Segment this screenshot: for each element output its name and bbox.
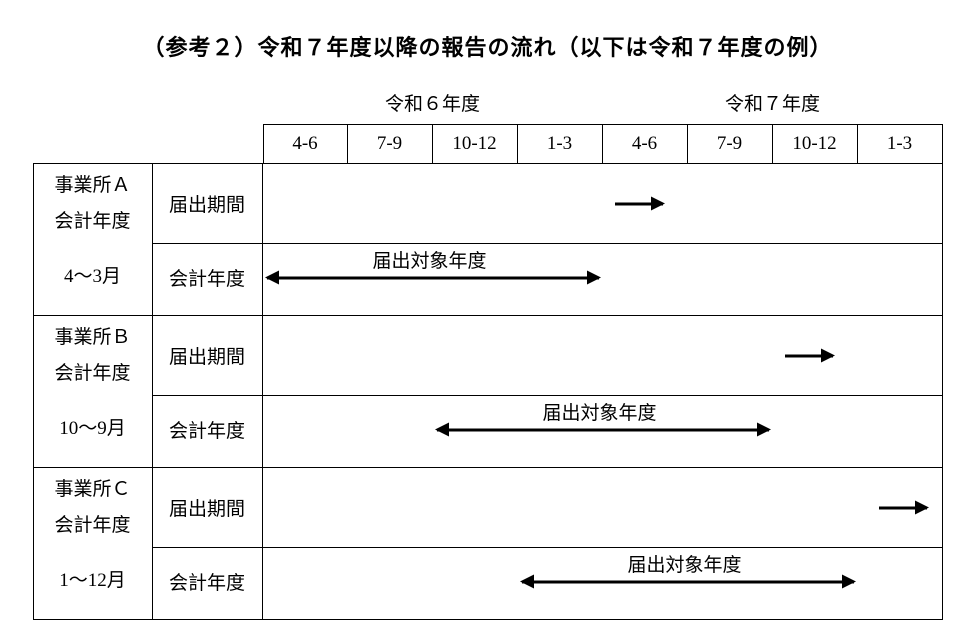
row-label-fy: 会計年度 [153, 544, 263, 620]
period-header-row: 4-6 7-9 10-12 1-3 4-6 7-9 10-12 1-3 [33, 124, 943, 164]
period-col: 10-12 [773, 124, 858, 164]
period-col: 10-12 [433, 124, 518, 164]
fy-span-arrow [437, 428, 769, 431]
row-label-fy: 会計年度 [153, 240, 263, 316]
row-label-filing: 届出期間 [153, 468, 263, 548]
fy-span-label: 届出対象年度 [543, 398, 657, 425]
filing-arrow [615, 202, 663, 205]
row-label-fy: 会計年度 [153, 392, 263, 468]
filing-arrow-cell [263, 164, 943, 244]
row-label-filing: 届出期間 [153, 164, 263, 244]
fy-span-cell: 届出対象年度 [263, 240, 943, 316]
schedule-table: 令和６年度 令和７年度 4-6 7-9 10-12 1-3 4-6 7-9 10… [33, 80, 943, 620]
fy-span-arrow [522, 580, 854, 583]
period-col: 7-9 [688, 124, 773, 164]
filing-arrow-cell [263, 316, 943, 396]
period-col: 1-3 [518, 124, 603, 164]
entity-filing-row: 事業所Ｃ会計年度届出期間 [33, 468, 943, 544]
entity-name: 事業所Ｂ会計年度 [33, 316, 153, 396]
filing-arrow-cell [263, 468, 943, 548]
fy-span-cell: 届出対象年度 [263, 392, 943, 468]
entity-fy-row: 4～3月会計年度 届出対象年度 [33, 240, 943, 316]
era-left: 令和６年度 [263, 80, 603, 124]
era-right: 令和７年度 [603, 80, 943, 124]
entity-name-cont: 10～9月 [33, 392, 153, 468]
period-col: 1-3 [858, 124, 943, 164]
fy-span-cell: 届出対象年度 [263, 544, 943, 620]
entity-filing-row: 事業所Ｂ会計年度届出期間 [33, 316, 943, 392]
fy-span-label: 届出対象年度 [628, 550, 742, 577]
page-title: （参考２）令和７年度以降の報告の流れ（以下は令和７年度の例） [30, 30, 945, 62]
entity-fy-row: 1～12月会計年度 届出対象年度 [33, 544, 943, 620]
period-col: 4-6 [603, 124, 688, 164]
period-col: 4-6 [263, 124, 348, 164]
filing-arrow [785, 354, 833, 357]
page: （参考２）令和７年度以降の報告の流れ（以下は令和７年度の例） 令和６年度 令和７… [0, 0, 975, 631]
era-header-row: 令和６年度 令和７年度 [33, 80, 943, 124]
entity-name-cont: 4～3月 [33, 240, 153, 316]
entity-filing-row: 事業所Ａ会計年度届出期間 [33, 164, 943, 240]
filing-arrow [879, 506, 927, 509]
entity-name-cont: 1～12月 [33, 544, 153, 620]
row-label-filing: 届出期間 [153, 316, 263, 396]
fy-span-arrow [267, 276, 599, 279]
entity-fy-row: 10～9月会計年度 届出対象年度 [33, 392, 943, 468]
entity-name: 事業所Ａ会計年度 [33, 164, 153, 244]
fy-span-label: 届出対象年度 [373, 246, 487, 273]
period-col: 7-9 [348, 124, 433, 164]
entity-name: 事業所Ｃ会計年度 [33, 468, 153, 548]
